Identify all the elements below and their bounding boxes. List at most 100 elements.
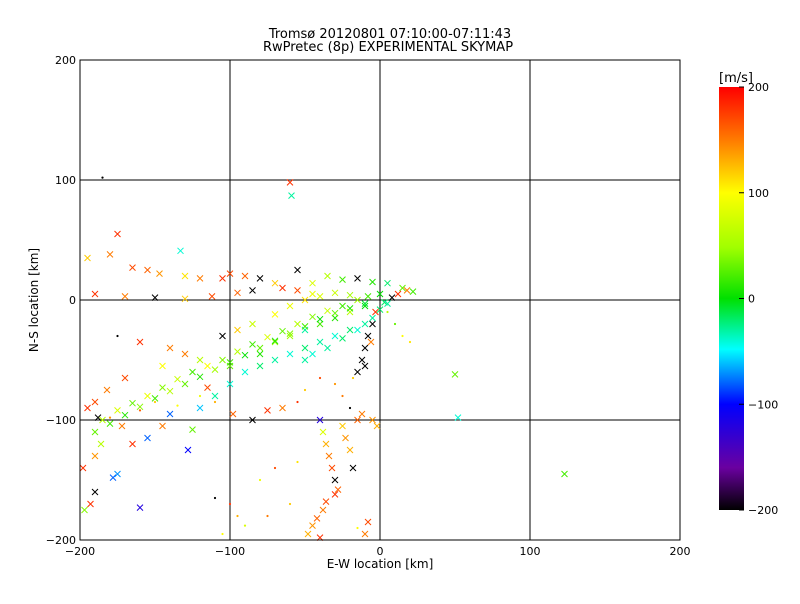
data-point (79, 464, 87, 472)
data-point (156, 270, 163, 277)
data-point (81, 506, 88, 514)
data-point (97, 440, 105, 448)
data-point (234, 348, 241, 355)
data-point (364, 518, 372, 526)
data-point (325, 452, 333, 460)
data-point (361, 300, 369, 307)
data-point (294, 287, 301, 294)
data-point (364, 332, 372, 340)
x-tick-label: 0 (377, 545, 384, 558)
x-tick-label: −200 (65, 545, 95, 558)
chart-title: Tromsø 20120801 07:10:00-07:11:43 (268, 27, 511, 42)
data-point (324, 344, 331, 352)
data-point (256, 344, 264, 352)
y-tick-label: 100 (55, 174, 76, 187)
data-point (114, 230, 121, 238)
data-point (322, 498, 330, 505)
data-point (349, 464, 357, 472)
data-point (331, 289, 339, 297)
data-point (286, 350, 294, 358)
data-point (258, 478, 262, 482)
data-point (91, 452, 99, 460)
data-point (331, 314, 339, 322)
data-point (234, 289, 241, 297)
data-point (166, 410, 174, 418)
data-point (189, 368, 196, 376)
data-point (159, 362, 166, 370)
data-point (114, 407, 121, 414)
data-point (316, 416, 324, 424)
data-point (177, 247, 184, 255)
data-point (354, 416, 361, 424)
data-point (114, 470, 121, 478)
data-point (304, 530, 312, 538)
data-point (279, 404, 286, 412)
data-point (386, 310, 389, 314)
data-point (226, 380, 234, 388)
data-point (331, 332, 339, 340)
data-point (286, 330, 294, 337)
colorbar-tick-label: −100 (748, 398, 778, 411)
data-point (236, 514, 239, 518)
data-point (151, 395, 159, 402)
data-point (301, 344, 309, 352)
data-point (451, 371, 459, 378)
data-point (129, 264, 136, 271)
data-point (94, 414, 102, 421)
data-point (198, 394, 202, 398)
data-point (99, 416, 106, 424)
data-point (561, 470, 568, 478)
data-point (221, 532, 224, 536)
data-point (181, 380, 189, 388)
data-point (286, 179, 294, 186)
data-point (358, 356, 366, 364)
data-point (388, 294, 396, 301)
data-point (271, 338, 279, 346)
data-point (361, 362, 369, 370)
chart-subtitle: RwPretec (8p) EXPERIMENTAL SKYMAP (263, 40, 513, 55)
data-point (339, 422, 346, 430)
data-point (129, 399, 136, 407)
data-point (348, 406, 352, 410)
data-point (354, 326, 361, 334)
data-point (204, 362, 211, 370)
data-point (129, 440, 136, 448)
data-point (301, 356, 309, 364)
data-point (91, 398, 99, 406)
data-point (331, 309, 339, 317)
data-point (318, 376, 322, 380)
data-point (101, 176, 104, 179)
colorbar-label: [m/s] (719, 71, 753, 86)
y-tick-label: 200 (55, 54, 76, 67)
plot-frame (79, 59, 681, 541)
data-point (331, 491, 339, 498)
data-point (322, 440, 330, 448)
data-points (79, 176, 568, 541)
data-point (309, 313, 316, 321)
grid-lines (80, 60, 680, 540)
axis-ticks: −200 −100 0 100 200 −200 −100 0 100 200 (46, 54, 691, 558)
data-point (394, 290, 402, 298)
x-axis-label: E-W location [km] (327, 557, 434, 571)
data-point (241, 368, 249, 376)
data-point (181, 350, 189, 358)
data-point (121, 411, 129, 419)
data-point (271, 311, 279, 318)
data-point (229, 410, 237, 418)
data-point (106, 251, 114, 258)
data-point (249, 320, 256, 328)
data-point (361, 344, 369, 352)
data-point (196, 275, 204, 282)
data-point (121, 374, 129, 382)
data-point (213, 496, 217, 500)
data-point (309, 350, 316, 358)
data-point (118, 422, 126, 430)
data-point (91, 428, 99, 436)
data-point (136, 504, 144, 511)
data-point (376, 290, 384, 298)
data-point (333, 382, 337, 386)
data-point (316, 293, 324, 300)
data-point (367, 338, 375, 346)
data-point (108, 416, 112, 419)
data-point (271, 356, 279, 364)
